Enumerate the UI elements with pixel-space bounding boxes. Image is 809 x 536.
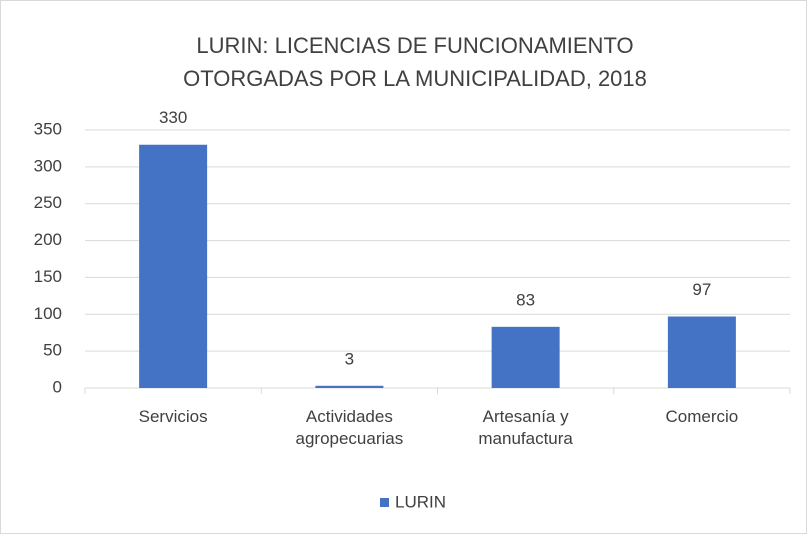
bar bbox=[315, 385, 384, 388]
y-tick-label: 150 bbox=[34, 267, 62, 286]
data-label: 97 bbox=[692, 280, 711, 299]
y-tick-label: 100 bbox=[34, 304, 62, 323]
legend-label: LURIN bbox=[395, 492, 446, 511]
data-label: 83 bbox=[516, 290, 535, 309]
x-tick-label: Artesanía y manufactura bbox=[478, 407, 573, 448]
bar bbox=[139, 144, 208, 388]
y-tick-label: 0 bbox=[53, 377, 62, 396]
y-tick-label: 50 bbox=[43, 341, 62, 360]
x-tick-label: Servicios bbox=[138, 407, 208, 426]
y-tick-label: 350 bbox=[34, 119, 62, 138]
x-tick-label: Actividades agropecuarias bbox=[295, 407, 404, 448]
data-label: 3 bbox=[345, 349, 354, 368]
bar bbox=[491, 326, 560, 388]
y-tick-label: 300 bbox=[34, 156, 62, 175]
chart-title: OTORGADAS POR LA MUNICIPALIDAD, 2018 bbox=[183, 66, 647, 91]
legend-swatch bbox=[380, 498, 389, 507]
y-tick-label: 250 bbox=[34, 193, 62, 212]
data-label: 330 bbox=[159, 108, 187, 127]
chart-title: LURIN: LICENCIAS DE FUNCIONAMIENTO bbox=[196, 33, 633, 58]
x-tick-label: Comercio bbox=[665, 407, 739, 426]
bar bbox=[667, 316, 736, 388]
y-tick-label: 200 bbox=[34, 230, 62, 249]
